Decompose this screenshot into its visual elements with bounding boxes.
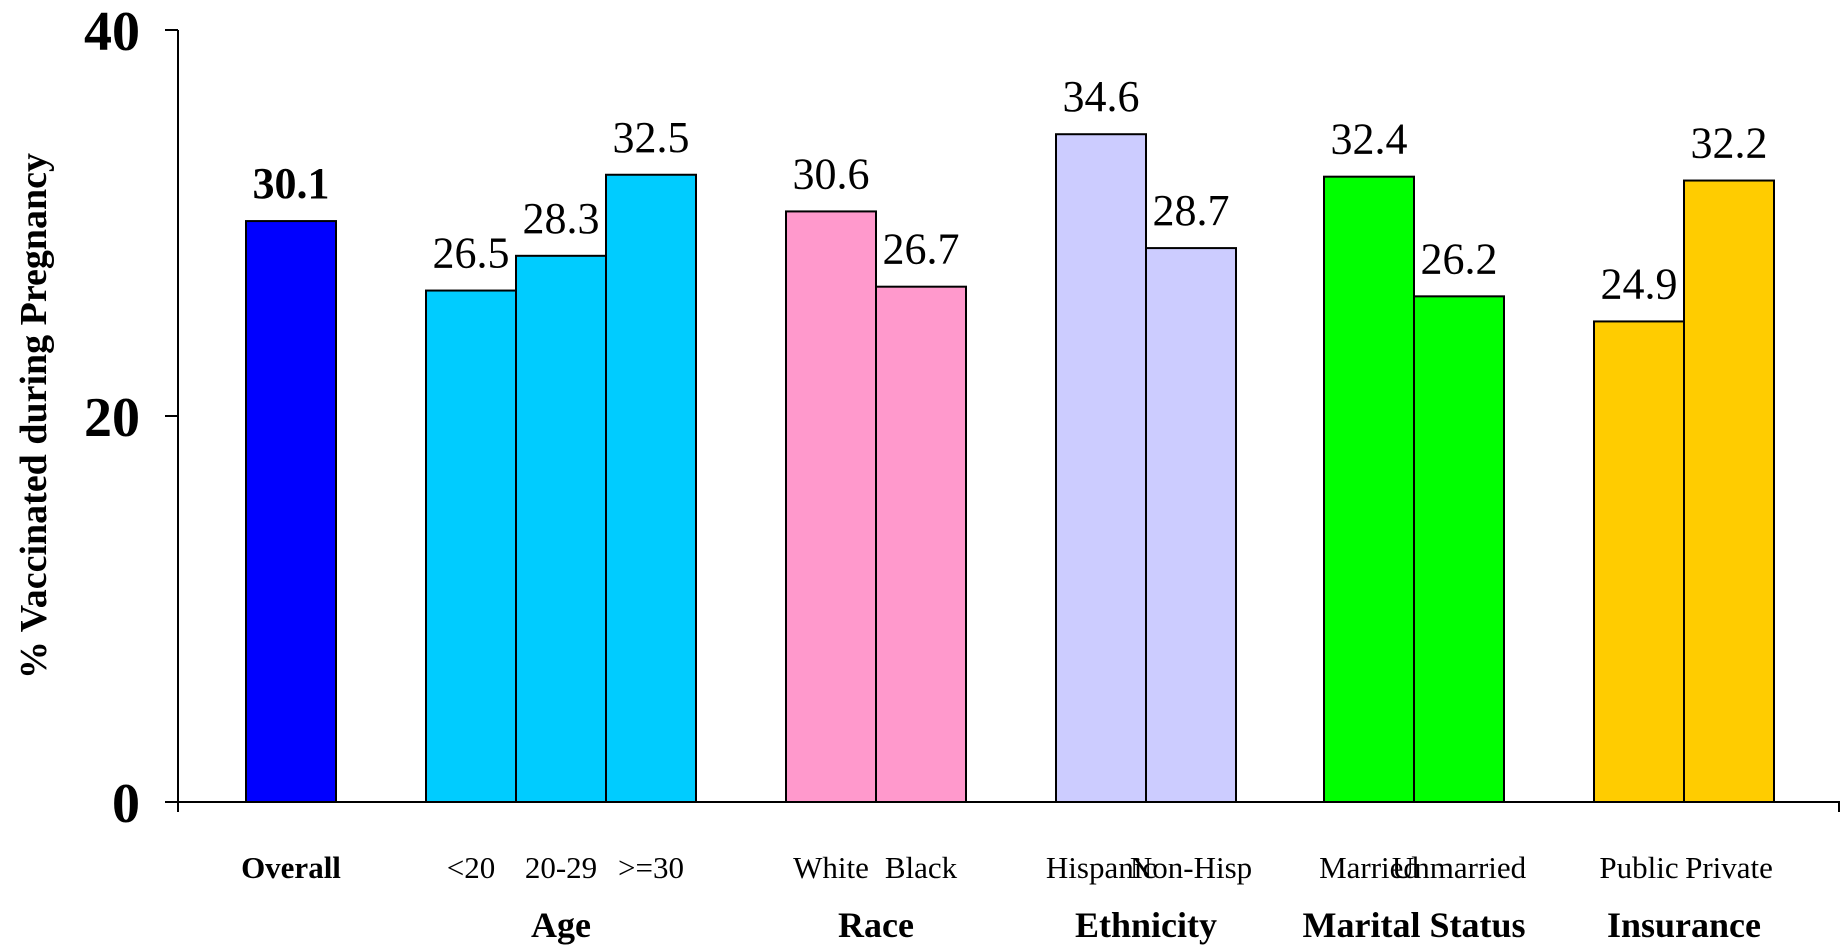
category-label: Hispanic — [1046, 850, 1156, 885]
category-label: <20 — [447, 850, 495, 885]
bar-married — [1323, 175, 1415, 803]
bar--20 — [425, 289, 517, 803]
category-label: White — [793, 850, 869, 885]
group-label: Insurance — [1607, 905, 1761, 945]
group-label: Race — [838, 905, 914, 945]
category-labels: Overall <20 20-29 >=30 White Black HispanicNon… — [241, 850, 1773, 885]
category-label: Black — [885, 850, 958, 885]
y-tick-label: 20 — [84, 387, 140, 449]
group-label: Age — [531, 905, 591, 945]
bar-hispanic — [1055, 133, 1147, 804]
category-label: Public — [1599, 850, 1678, 885]
value-label: 26.2 — [1421, 234, 1498, 283]
bar-private — [1683, 179, 1775, 804]
category-label: Married — [1319, 850, 1419, 885]
bar-public — [1593, 320, 1685, 803]
group-label: Marital Status — [1303, 905, 1526, 945]
value-label: 30.1 — [253, 159, 330, 208]
value-label: 24.9 — [1601, 259, 1678, 308]
bar-white — [785, 210, 877, 804]
y-tick-label: 0 — [112, 773, 140, 835]
value-label: 28.7 — [1153, 186, 1230, 235]
value-label: 26.5 — [433, 229, 510, 278]
value-label: 34.6 — [1063, 72, 1140, 121]
bar-20-29 — [515, 254, 607, 803]
category-label: 20-29 — [525, 850, 597, 885]
bar-black — [875, 285, 967, 803]
category-label: Unmarried — [1392, 850, 1527, 885]
bar-overall — [245, 220, 337, 803]
bar-non-hisp — [1145, 247, 1237, 803]
value-label: 32.4 — [1331, 115, 1408, 164]
group-label: Ethnicity — [1075, 905, 1217, 945]
value-labels: 30.1 26.5 28.3 32.5 30.6 26.7 34.6 28.7 32.4 26.2… — [253, 72, 1768, 308]
value-label: 28.3 — [523, 194, 600, 243]
category-label: Overall — [241, 850, 341, 885]
value-label: 32.2 — [1691, 119, 1768, 168]
y-axis-label: % Vaccinated during Pregnancy — [13, 153, 55, 679]
value-label: 30.6 — [793, 149, 870, 198]
y-tick-label: 40 — [84, 1, 140, 63]
bar--30 — [605, 173, 697, 803]
value-label: 32.5 — [613, 113, 690, 162]
value-label: 26.7 — [883, 225, 960, 274]
category-label: Private — [1685, 850, 1773, 885]
category-label: >=30 — [618, 850, 684, 885]
bar-unmarried — [1413, 295, 1505, 803]
bars — [245, 133, 1775, 804]
category-label: Non-Hisp — [1130, 850, 1252, 885]
group-labels: Age Race Ethnicity Marital Status Insurance — [531, 905, 1761, 945]
y-ticks: 0 20 40 — [84, 1, 178, 835]
